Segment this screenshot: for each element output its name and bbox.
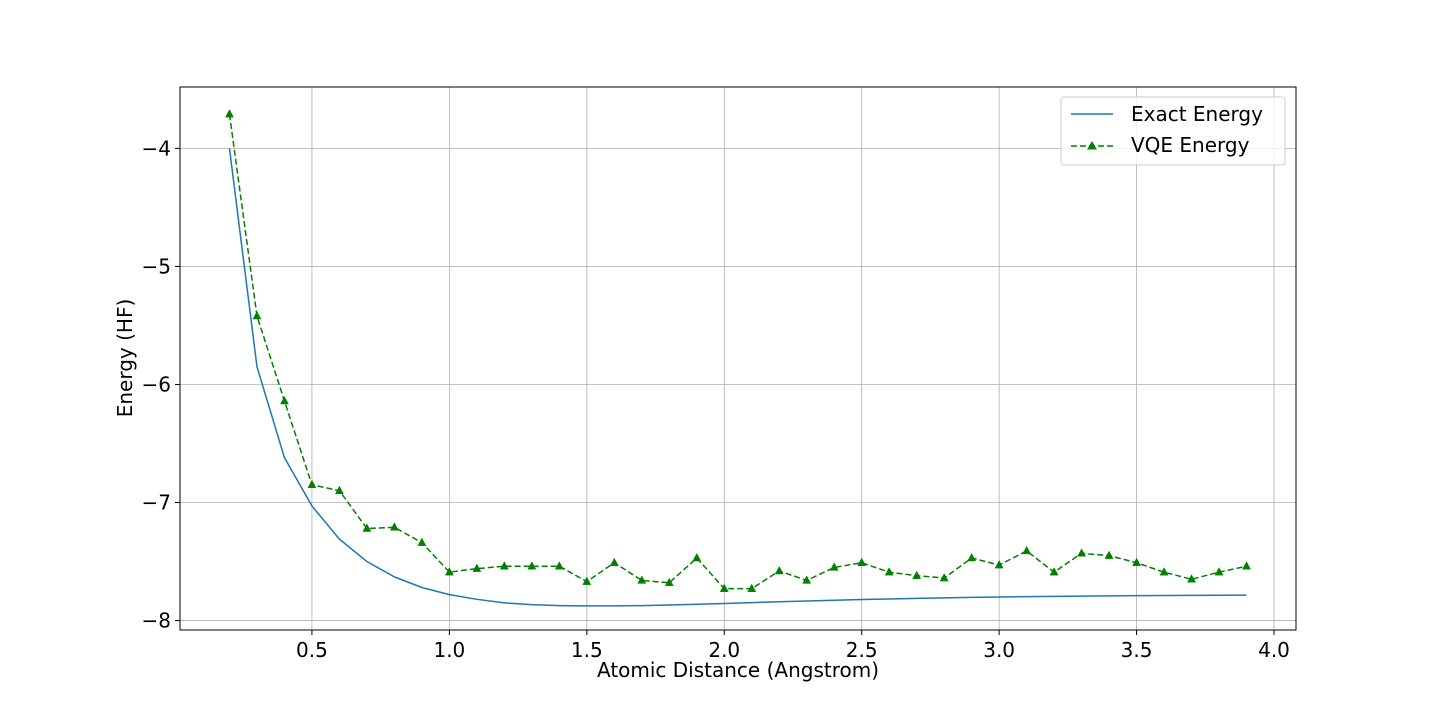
- data-point-vqe-energy: [692, 552, 702, 562]
- y-tick-label: −8: [142, 609, 171, 633]
- data-point-vqe-energy: [554, 561, 564, 570]
- data-point-vqe-energy: [499, 561, 509, 570]
- data-point-vqe-energy: [582, 576, 592, 585]
- legend: Exact Energy VQE Energy: [1060, 96, 1286, 166]
- grid-lines: [180, 87, 1296, 630]
- y-tick-label: −4: [142, 136, 171, 160]
- legend-label-exact-energy: Exact Energy: [1131, 102, 1263, 126]
- data-point-vqe-energy: [857, 557, 867, 566]
- data-point-vqe-energy: [417, 537, 427, 546]
- legend-label-vqe-energy: VQE Energy: [1131, 133, 1250, 157]
- x-tick-label: 3.5: [1121, 638, 1153, 662]
- data-point-vqe-energy: [774, 565, 784, 575]
- y-tick-label: −7: [142, 491, 171, 515]
- data-point-vqe-energy: [829, 562, 839, 571]
- data-point-vqe-energy: [444, 567, 454, 576]
- data-point-vqe-energy: [719, 583, 729, 592]
- x-tick-label: 4.0: [1258, 638, 1290, 662]
- series-layer: [225, 109, 1251, 607]
- plot-frame: [179, 86, 1297, 631]
- x-tick-label: 2.0: [708, 638, 740, 662]
- data-point-vqe-energy: [609, 557, 619, 566]
- data-point-vqe-energy: [637, 575, 647, 584]
- data-point-vqe-energy: [884, 567, 894, 576]
- data-point-vqe-energy: [664, 577, 674, 587]
- series-line-exact-energy: [228, 148, 1247, 607]
- data-point-vqe-energy: [1242, 561, 1251, 570]
- data-point-vqe-energy: [1049, 567, 1059, 576]
- y-tick-label: −5: [142, 254, 171, 278]
- data-point-vqe-energy: [1132, 557, 1141, 566]
- x-axis-label: Atomic Distance (Angstrom): [597, 658, 879, 682]
- data-point-vqe-energy: [939, 573, 949, 582]
- y-axis-label: Energy (HF): [113, 299, 137, 418]
- data-point-vqe-energy: [225, 109, 234, 118]
- data-point-vqe-energy: [1159, 567, 1169, 576]
- x-tick-label: 3.0: [983, 638, 1015, 662]
- data-point-vqe-energy: [1187, 574, 1196, 583]
- y-tick-label: −6: [142, 372, 171, 396]
- x-tick-label: 2.5: [846, 638, 878, 662]
- data-point-vqe-energy: [362, 523, 372, 532]
- x-tick-label: 1.5: [571, 638, 603, 662]
- data-point-vqe-energy: [1022, 545, 1032, 555]
- data-point-vqe-energy: [967, 552, 977, 562]
- series-line-vqe-energy: [228, 114, 1247, 590]
- data-point-vqe-energy: [1214, 567, 1224, 576]
- data-point-vqe-energy: [912, 570, 922, 579]
- data-point-vqe-energy: [252, 310, 262, 320]
- axis-ticks: 0.5 1.0 1.5 2.0 2.5 3.0 3.5 4.0 −8 −7 −6 −5 −4: [142, 136, 1290, 662]
- data-point-vqe-energy: [472, 563, 482, 572]
- x-tick-label: 1.0: [433, 638, 465, 662]
- data-point-vqe-energy: [389, 522, 399, 531]
- legend-box: [1060, 96, 1286, 166]
- data-point-vqe-energy: [802, 575, 812, 584]
- legend-marker-vqe-energy: [1087, 140, 1097, 150]
- plot-area: [180, 87, 1296, 630]
- data-point-vqe-energy: [1077, 548, 1087, 557]
- data-point-vqe-energy: [527, 561, 537, 570]
- data-point-vqe-energy: [307, 479, 317, 489]
- data-point-vqe-energy: [1104, 550, 1114, 559]
- data-point-vqe-energy: [994, 560, 1004, 569]
- data-point-vqe-energy: [747, 583, 757, 592]
- x-tick-label: 0.5: [296, 638, 328, 662]
- data-point-vqe-energy: [335, 485, 344, 494]
- data-point-vqe-energy: [280, 395, 289, 405]
